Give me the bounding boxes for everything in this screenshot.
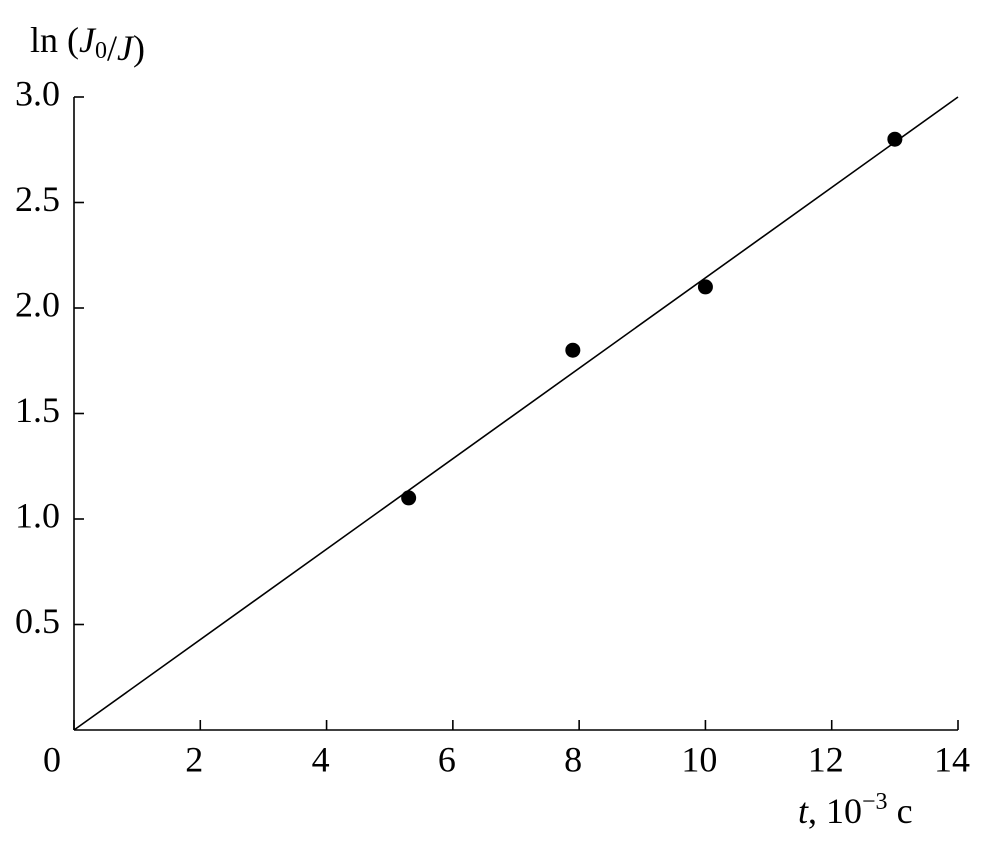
data-point xyxy=(697,279,713,295)
fit-line xyxy=(73,96,959,731)
x-tick-label: 0 xyxy=(43,739,61,779)
data-point xyxy=(565,342,581,358)
x-tick-label: 2 xyxy=(185,739,203,779)
x-tick-label: 12 xyxy=(808,739,844,779)
x-tick-label: 10 xyxy=(681,739,717,779)
y-tick-label: 1.5 xyxy=(15,390,60,430)
x-axis-label: t, 10−3 c xyxy=(798,789,913,832)
y-tick-label: 2.5 xyxy=(15,179,60,219)
x-tick-label: 14 xyxy=(934,739,970,779)
x-tick-label: 6 xyxy=(438,739,456,779)
y-tick-label: 1.0 xyxy=(15,495,60,535)
x-tick-label: 8 xyxy=(564,739,582,779)
data-point xyxy=(887,131,903,147)
y-tick-label: 2.0 xyxy=(15,284,60,324)
y-axis-label: ln (J0/J) xyxy=(30,20,145,68)
data-point xyxy=(401,490,417,506)
y-tick-label: 3.0 xyxy=(15,73,60,113)
y-tick-label: 0.5 xyxy=(15,601,60,641)
x-tick-label: 4 xyxy=(312,739,330,779)
